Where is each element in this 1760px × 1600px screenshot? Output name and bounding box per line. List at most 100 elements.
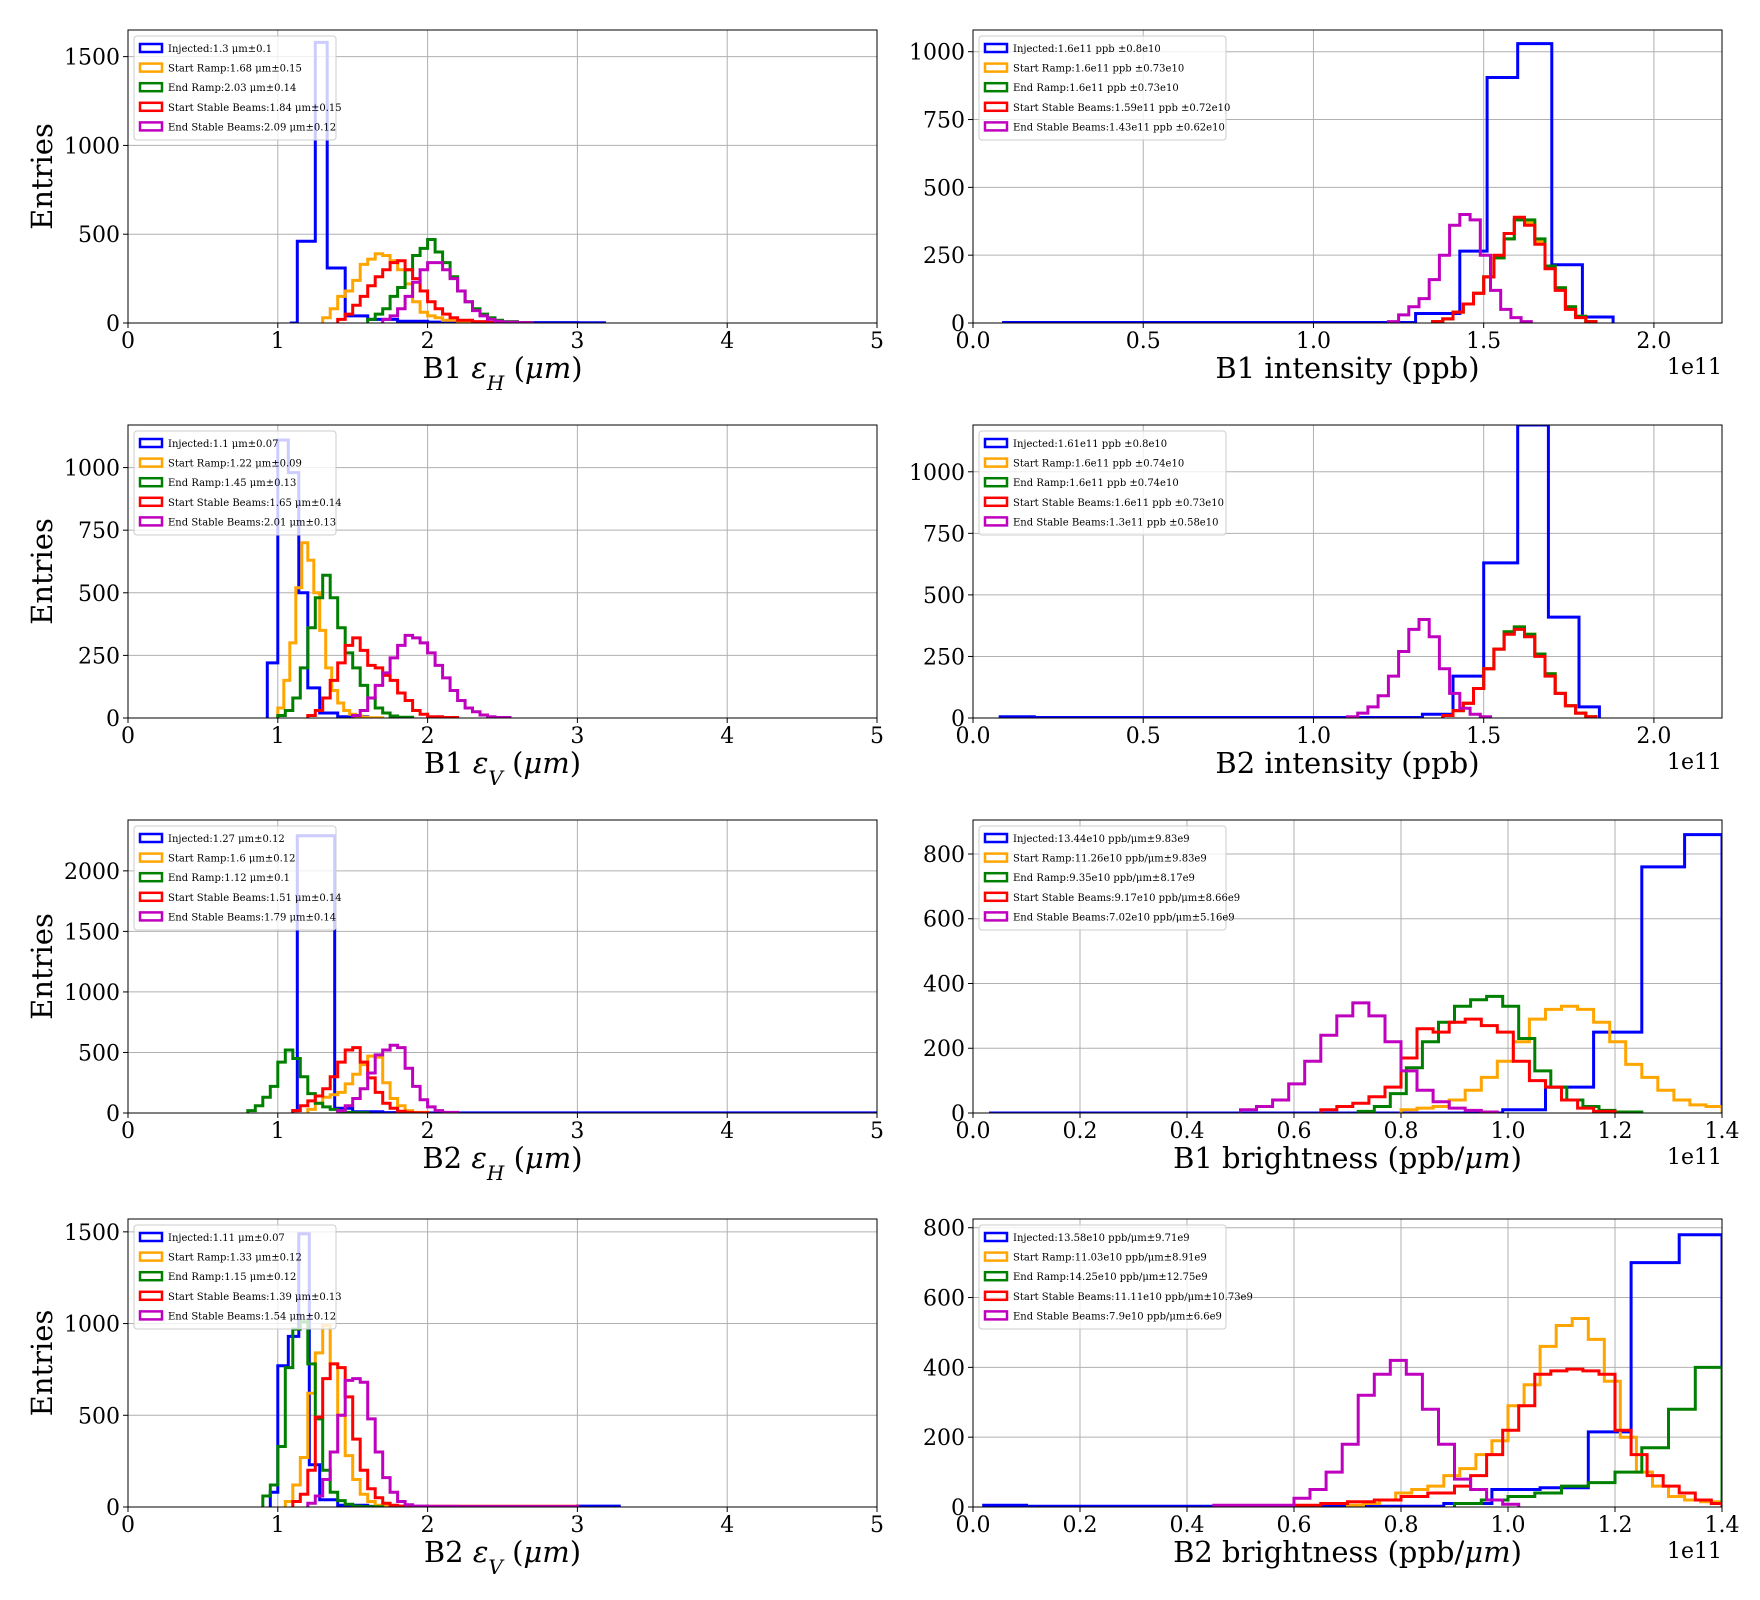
x-axis-label: B2 brightness (ppb/μm) xyxy=(1173,1535,1522,1569)
series-group xyxy=(989,833,1722,1113)
y-tick-label: 500 xyxy=(78,1041,120,1066)
legend-label: Start Ramp:1.6 μm±0.12 xyxy=(168,854,296,865)
legend-swatch-orange xyxy=(983,62,1009,73)
legend-swatch-blue xyxy=(138,437,164,449)
legend-swatch-red xyxy=(983,891,1009,903)
legend-swatch-magenta xyxy=(983,911,1009,922)
x-tick-label: 0.4 xyxy=(1170,1513,1205,1538)
x-tick-label: 0 xyxy=(121,329,135,354)
x-tick-label: 2.0 xyxy=(1636,724,1671,749)
legend-swatch-magenta xyxy=(983,516,1009,527)
legend-box xyxy=(133,1224,337,1330)
legend: Injected:1.61e11 ppb ±0.8e10 Start Ramp:1… xyxy=(978,430,1227,536)
x-tick-label: 1 xyxy=(271,1119,285,1144)
legend-label: End Ramp:2.03 μm±0.14 xyxy=(168,83,296,94)
histogram-magenta xyxy=(1212,1358,1521,1507)
series-group xyxy=(982,1233,1722,1507)
chart-b1-eh: 0 1 2 3 4 5 0 500 1000 1500 B1 εH (μm) Entries Injec… xyxy=(25,29,884,395)
legend-label: End Ramp:14.25e10 ppb/μm±12.75e9 xyxy=(1013,1272,1208,1283)
legend-swatch-green xyxy=(983,476,1009,488)
histogram-magenta xyxy=(336,1043,460,1113)
y-tick-label: 500 xyxy=(923,584,965,609)
axes-frame xyxy=(972,424,1723,719)
legend-label: Injected:1.6e11 ppb ±0.8e10 xyxy=(1013,44,1161,55)
legend-box xyxy=(978,430,1227,536)
legend-swatch-green xyxy=(138,1270,164,1282)
x-tick-label: 3 xyxy=(570,724,584,749)
y-tick-label: 1000 xyxy=(64,1313,120,1338)
y-tick-label: 750 xyxy=(923,109,965,134)
axes-frame xyxy=(972,819,1723,1114)
legend-label: End Ramp:1.6e11 ppb ±0.74e10 xyxy=(1013,478,1179,489)
y-tick-label: 1500 xyxy=(64,46,120,71)
y-tick-label: 500 xyxy=(923,176,965,201)
histogram-green xyxy=(261,1320,385,1507)
x-axis-label: B2 εH (μm) xyxy=(422,1141,582,1185)
x-axis-label: B2 εV (μm) xyxy=(424,1535,581,1579)
series-group xyxy=(265,438,512,718)
x-tick-label: 2 xyxy=(421,1513,435,1538)
legend-swatch-orange xyxy=(983,852,1009,863)
legend-swatch-green xyxy=(138,871,164,883)
legend-label: End Ramp:1.45 μm±0.13 xyxy=(168,478,296,489)
legend-swatch-orange xyxy=(138,457,164,468)
chart-b2-brightness: 0.0 0.2 0.4 0.6 0.8 1.0 1.2 1.4 0 200 400 600 800 1e1… xyxy=(923,1217,1740,1569)
y-tick-label: 0 xyxy=(951,1102,965,1127)
legend-label: End Ramp:9.35e10 ppb/μm±8.17e9 xyxy=(1013,873,1195,884)
legend-swatch-green xyxy=(983,871,1009,883)
x-tick-label: 1.0 xyxy=(1296,329,1331,354)
histogram-red xyxy=(1441,627,1598,718)
x-tick-label: 1 xyxy=(271,1513,285,1538)
legend-label: Start Ramp:1.33 μm±0.12 xyxy=(168,1253,302,1264)
x-tick-label: 2 xyxy=(421,1119,435,1144)
y-tick-label: 500 xyxy=(78,582,120,607)
axes-frame xyxy=(127,1218,878,1508)
x-tick-label: 0 xyxy=(121,1119,135,1144)
y-tick-label: 750 xyxy=(923,522,965,547)
x-tick-label: 0.8 xyxy=(1384,1119,1419,1144)
y-tick-label: 0 xyxy=(106,1102,120,1127)
legend-box xyxy=(133,825,337,931)
x-tick-label: 4 xyxy=(720,1513,734,1538)
legend-box xyxy=(978,825,1227,931)
y-tick-label: 500 xyxy=(78,1404,120,1429)
y-tick-label: 1000 xyxy=(64,457,120,482)
legend-swatch-orange xyxy=(983,457,1009,468)
chart-b2-ev: 0 1 2 3 4 5 0 500 1000 1500 B2 εV (μm) Entries Injec… xyxy=(25,1218,884,1579)
x-tick-label: 1.2 xyxy=(1598,1513,1633,1538)
histogram-green xyxy=(276,573,415,718)
histogram-orange xyxy=(1346,1317,1722,1507)
legend-label: Start Stable Beams:1.59e11 ppb ±0.72e10 xyxy=(1013,103,1230,114)
legend-label: Injected:1.11 μm±0.07 xyxy=(168,1233,285,1244)
legend-swatch-blue xyxy=(138,1231,164,1243)
x-axis-label: B1 brightness (ppb/μm) xyxy=(1173,1141,1522,1175)
legend-swatch-red xyxy=(983,1290,1009,1302)
legend-swatch-red xyxy=(983,101,1009,113)
legend-label: End Stable Beams:7.02e10 ppb/μm±5.16e9 xyxy=(1013,912,1235,923)
legend-box xyxy=(133,430,337,536)
y-axis-label: Entries xyxy=(25,123,59,230)
legend-box xyxy=(978,35,1227,141)
legend-swatch-orange xyxy=(983,1251,1009,1262)
legend-swatch-magenta xyxy=(983,1310,1009,1321)
legend-swatch-green xyxy=(983,81,1009,93)
y-tick-label: 800 xyxy=(923,843,965,868)
histogram-blue xyxy=(982,1233,1722,1507)
y-tick-label: 200 xyxy=(923,1037,965,1062)
y-axis-label: Entries xyxy=(25,518,59,625)
axes-frame xyxy=(127,819,878,1114)
x-tick-label: 5 xyxy=(870,724,884,749)
legend-label: Start Ramp:1.6e11 ppb ±0.74e10 xyxy=(1013,459,1184,470)
y-tick-label: 250 xyxy=(923,645,965,670)
x-tick-label: 0.0 xyxy=(956,1119,991,1144)
x-tick-label: 3 xyxy=(570,1513,584,1538)
x-tick-label: 0.5 xyxy=(1126,724,1161,749)
x-tick-label: 4 xyxy=(720,1119,734,1144)
y-tick-label: 1000 xyxy=(909,41,965,66)
histogram-red xyxy=(1292,1367,1722,1507)
y-tick-label: 0 xyxy=(106,1496,120,1521)
legend-swatch-green xyxy=(983,1270,1009,1282)
series-group xyxy=(998,425,1601,718)
legend-box xyxy=(133,35,337,141)
legend-label: End Stable Beams:7.9e10 ppb/μm±6.6e9 xyxy=(1013,1311,1222,1322)
